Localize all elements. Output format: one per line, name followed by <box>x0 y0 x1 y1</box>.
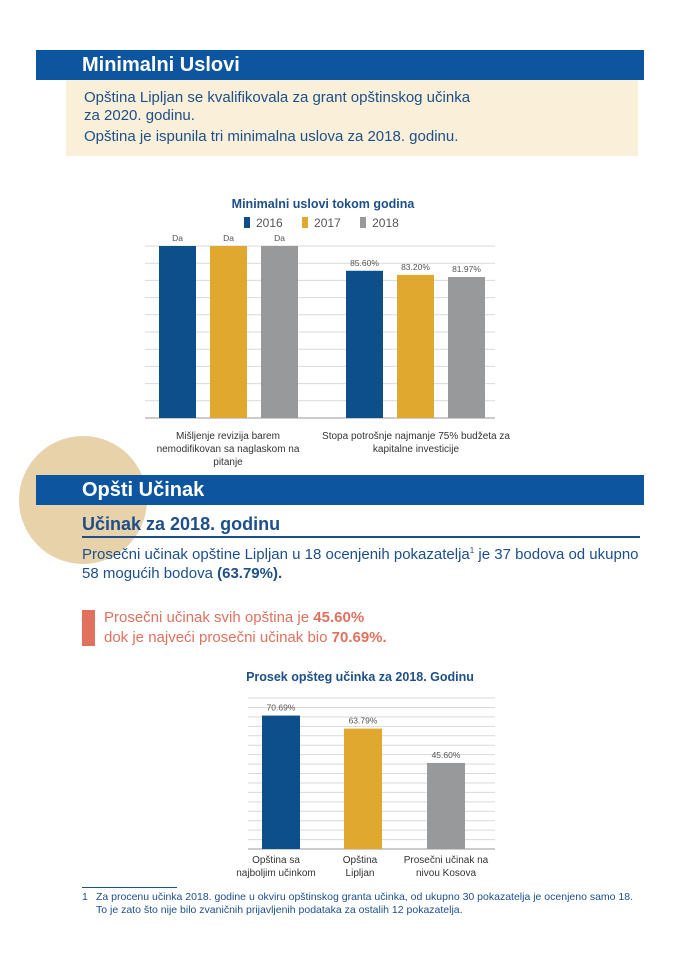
footnote-number: 1 <box>82 891 88 903</box>
legend-item-2016: 2016 <box>244 216 283 230</box>
chart2-category-label-3: Prosečni učinak na nivou Kosova <box>403 855 489 879</box>
chart2-title: Prosek opšteg učinka za 2018. Godinu <box>246 670 474 684</box>
chart2-data-label: 70.69% <box>267 703 296 713</box>
chart1-bar-2018-1 <box>261 246 298 418</box>
chart2-bar-2 <box>344 728 382 849</box>
performance-paragraph: Prosečni učinak opštine Lipljan u 18 oce… <box>82 546 639 582</box>
chart1-data-label: 81.97% <box>452 264 481 274</box>
chart2-bar-3 <box>427 762 465 849</box>
chart1-category-label-1: Mišljenje revizija barem nemodifikovan s… <box>156 431 300 468</box>
info-line-3: Opština je ispunila tri minimalna uslova… <box>84 128 459 145</box>
section-header-minimalni-uslovi: Minimalni Uslovi <box>36 50 644 80</box>
chart1-bar-2016-1 <box>159 246 196 418</box>
chart2-data-label: 45.60% <box>432 750 461 760</box>
callout-marker <box>82 610 95 646</box>
chart1-data-label: 83.20% <box>401 262 430 272</box>
legend-item-2017: 2017 <box>302 216 341 230</box>
chart1-plot: Da Da Da 85.60% 83.20% 81.97% <box>145 233 495 419</box>
chart2-bar-1 <box>262 715 300 849</box>
footnote-text: Za procenu učinka 2018. godine u okviru … <box>96 891 634 916</box>
legend-item-2018: 2018 <box>360 216 399 230</box>
footnote: 1 Za procenu učinka 2018. godine u okvir… <box>82 891 642 917</box>
chart2-category-label-2: Opština Lipljan <box>342 855 378 879</box>
max-percent: 70.69%. <box>331 629 387 646</box>
qualification-info-box: Opština Lipljan se kvalifikovala za gran… <box>66 80 638 156</box>
subsection-title: Učinak za 2018. godinu <box>82 514 281 534</box>
chart2-data-label: 63.79% <box>349 716 378 726</box>
chart1-title: Minimalni uslovi tokom godina <box>231 197 415 211</box>
footnote-rule <box>82 887 177 888</box>
average-callout: Prosečni učinak svih opština je 45.60% d… <box>104 609 387 646</box>
chart1-legend: 2016 2017 2018 <box>244 216 415 230</box>
chart1-bar-2017-1 <box>210 246 247 418</box>
info-line-2: za 2020. godinu. <box>84 107 195 124</box>
chart2-category-label-1: Opština sa najboljim učinkom <box>236 855 316 879</box>
subsection-rule <box>82 536 640 538</box>
chart1-data-label: Da <box>172 233 183 243</box>
chart1-bar-2017-2 <box>397 274 434 418</box>
chart1-data-label: 85.60% <box>350 258 379 268</box>
chart1-bar-2018-2 <box>448 277 485 418</box>
performance-percent: (63.79%). <box>217 565 283 582</box>
footnote-ref: 1 <box>469 546 475 555</box>
chart1-data-label: Da <box>223 233 234 243</box>
chart1-category-label-2: Stopa potrošnje najmanje 75% budžeta za … <box>322 431 510 455</box>
chart1-data-label: Da <box>274 233 285 243</box>
chart1-bar-2016-2 <box>346 270 383 418</box>
info-line-1: Opština Lipljan se kvalifikovala za gran… <box>84 89 471 106</box>
section-header-opsti-ucinak: Opšti Učinak <box>36 475 644 505</box>
average-percent: 45.60% <box>313 609 365 626</box>
chart2-plot: 70.69% 63.79% 45.60% <box>248 697 495 850</box>
